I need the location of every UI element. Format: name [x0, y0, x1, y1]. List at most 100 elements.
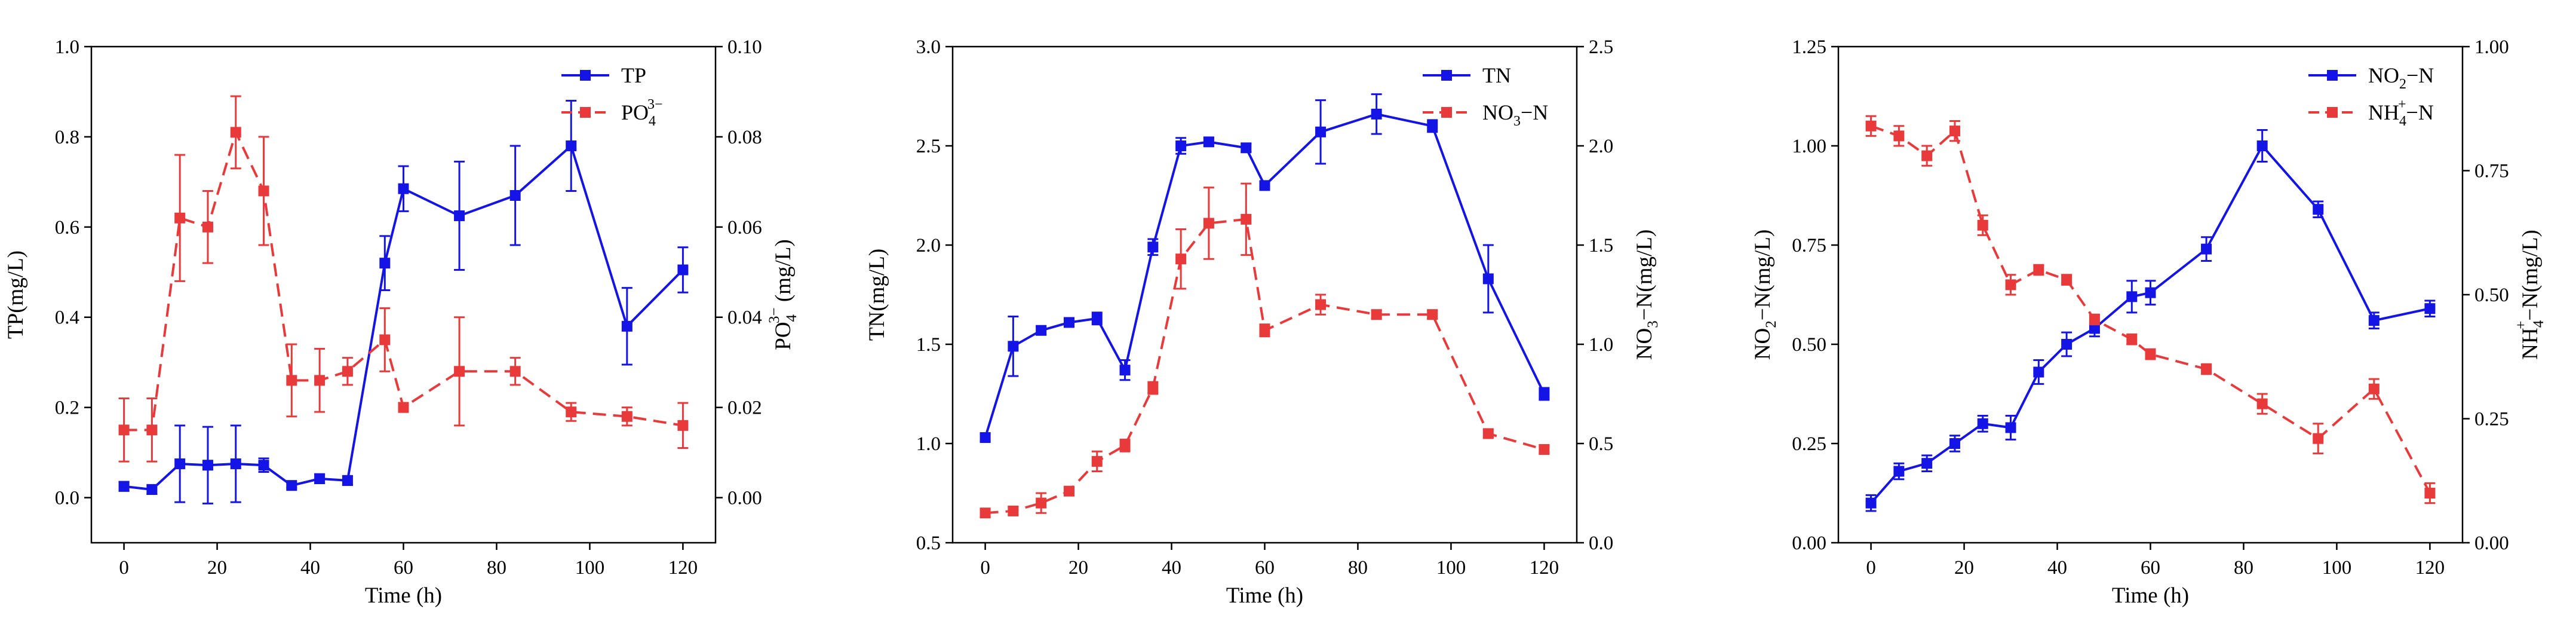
data-point: [1482, 428, 1494, 439]
data-point: [1063, 485, 1074, 497]
x-tick-label: 60: [394, 557, 413, 579]
data-point: [1063, 317, 1074, 328]
data-point: [509, 190, 521, 201]
data-point: [621, 320, 633, 332]
data-point: [1921, 458, 1933, 469]
legend-label: NH4+−N: [2368, 97, 2434, 129]
data-point: [1427, 309, 1438, 320]
data-point: [230, 458, 241, 469]
data-point: [1091, 455, 1103, 467]
data-point: [2313, 433, 2324, 444]
data-point: [118, 481, 130, 492]
left-tick-label: 1.00: [1792, 136, 1826, 157]
left-axis-label: TP(mg/L): [4, 250, 28, 339]
data-point: [1921, 150, 1933, 161]
data-point: [1949, 438, 1960, 449]
legend-label: TP: [621, 63, 646, 87]
data-point: [2089, 314, 2100, 325]
left-tick-label: 0.2: [55, 397, 79, 419]
left-axis-label: NO2−N(mg/L): [1751, 230, 1779, 360]
legend-label: TN: [1482, 63, 1511, 87]
x-tick-label: 100: [575, 557, 605, 579]
data-point: [677, 420, 689, 431]
data-point: [2089, 323, 2100, 334]
x-tick-label: 100: [1436, 557, 1466, 579]
legend-marker: [2327, 107, 2338, 118]
data-point: [314, 375, 326, 386]
left-tick-label: 1.25: [1792, 36, 1826, 58]
right-tick-label: 0.25: [2474, 409, 2509, 430]
left-tick-label: 3.0: [916, 36, 941, 58]
chart-panel-3: 0 20 40 60 80 100 120 Time (h) 0.00 0.25 0.50 0.75 1…: [1751, 36, 2547, 608]
series-2: [980, 182, 1550, 519]
x-tick-label: 0: [119, 557, 129, 579]
right-tick-label: 2.0: [1589, 136, 1613, 157]
x-tick-label: 100: [2322, 557, 2352, 579]
data-point: [342, 366, 353, 377]
data-point: [566, 140, 577, 151]
data-point: [202, 460, 213, 471]
data-point: [1119, 440, 1131, 451]
data-point: [1371, 108, 1382, 120]
data-point: [2313, 204, 2324, 215]
data-point: [258, 460, 269, 471]
left-tick-label: 0.8: [55, 127, 79, 148]
data-point: [1175, 140, 1187, 151]
data-point: [1091, 313, 1103, 324]
series-1: [980, 93, 1550, 444]
data-point: [2256, 140, 2268, 151]
legend-marker: [1441, 70, 1452, 81]
data-point: [1147, 241, 1159, 253]
data-point: [509, 366, 521, 377]
data-point: [677, 264, 689, 276]
legend-marker: [580, 70, 591, 81]
data-point: [2201, 363, 2212, 375]
left-tick-label: 0.25: [1792, 433, 1826, 455]
right-tick-label: 2.5: [1589, 36, 1613, 58]
data-point: [1036, 497, 1047, 509]
data-point: [286, 375, 297, 386]
data-point: [174, 212, 186, 224]
data-point: [454, 366, 465, 377]
data-point: [1371, 309, 1382, 320]
data-point: [1175, 253, 1187, 265]
data-point: [980, 507, 991, 519]
legend-marker: [580, 107, 591, 118]
data-point: [1427, 120, 1438, 132]
left-tick-label: 0.75: [1792, 235, 1826, 256]
data-point: [1893, 130, 1905, 142]
x-axis-label: Time (h): [365, 583, 442, 608]
data-point: [2061, 274, 2073, 286]
x-tick-label: 0: [1866, 557, 1876, 579]
series-2: [1865, 115, 2436, 504]
data-point: [2145, 287, 2156, 298]
data-point: [1241, 142, 1252, 154]
data-point: [286, 480, 297, 491]
data-point: [2033, 264, 2044, 276]
right-tick-label: 0.5: [1589, 433, 1613, 455]
data-point: [379, 258, 391, 269]
data-point: [230, 127, 241, 138]
left-tick-label: 2.5: [916, 136, 941, 157]
data-point: [2005, 422, 2016, 433]
left-tick-label: 1.0: [55, 36, 79, 58]
x-axis-label: Time (h): [2112, 583, 2189, 608]
data-point: [2033, 366, 2044, 378]
right-axis-label: PO43− (mg/L): [766, 239, 800, 350]
data-point: [258, 185, 269, 197]
left-tick-label: 1.5: [916, 334, 941, 356]
data-point: [1977, 418, 1988, 429]
data-point: [398, 402, 409, 413]
legend-label: NO3−N: [1482, 100, 1548, 129]
right-axis-label: NO3−N(mg/L): [1632, 230, 1661, 360]
data-point: [1865, 497, 1877, 509]
left-axis-label: TN(mg/L): [865, 249, 889, 341]
x-tick-label: 80: [487, 557, 506, 579]
legend-label: PO43−: [621, 97, 663, 129]
chart-panel-2: 0 20 40 60 80 100 120 Time (h) 0.5 1.0 1.5 2.0 2.5 3.…: [865, 36, 1661, 608]
legend: NO2−N NH4+−N: [2308, 63, 2434, 129]
right-axis-label: NH4+−N(mg/L): [2513, 230, 2547, 359]
legend: TN NO3−N: [1423, 63, 1548, 129]
right-tick-label: 0.00: [2474, 533, 2509, 554]
data-point: [2424, 303, 2436, 314]
